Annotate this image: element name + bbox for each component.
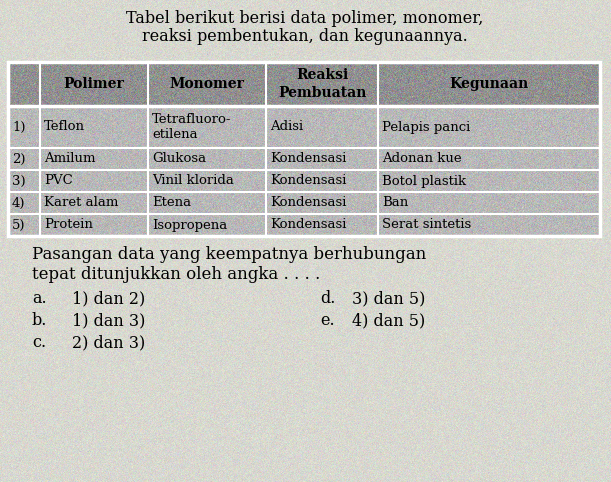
Text: Ban: Ban — [382, 197, 408, 210]
Bar — [8, 62, 600, 236]
Text: Adonan kue: Adonan kue — [382, 152, 462, 165]
Text: c.: c. — [32, 334, 46, 351]
Text: Reaksi
Pembuatan: Reaksi Pembuatan — [278, 68, 366, 100]
Text: Kondensasi: Kondensasi — [270, 218, 346, 231]
Text: Kondensasi: Kondensasi — [270, 197, 346, 210]
Text: b.: b. — [32, 312, 48, 329]
Text: reaksi pembentukan, dan kegunaannya.: reaksi pembentukan, dan kegunaannya. — [142, 28, 468, 45]
Text: 3) dan 5): 3) dan 5) — [352, 290, 425, 307]
Text: 1) dan 3): 1) dan 3) — [72, 312, 145, 329]
Text: Isopropena: Isopropena — [152, 218, 227, 231]
Text: Kondensasi: Kondensasi — [270, 174, 346, 187]
Text: Botol plastik: Botol plastik — [382, 174, 466, 187]
Text: Karet alam: Karet alam — [44, 197, 119, 210]
Text: Polimer: Polimer — [64, 77, 125, 91]
Text: Tabel berikut berisi data polimer, monomer,: Tabel berikut berisi data polimer, monom… — [126, 10, 484, 27]
Text: 2): 2) — [12, 152, 26, 165]
Text: Monomer: Monomer — [170, 77, 244, 91]
Text: d.: d. — [320, 290, 335, 307]
Text: Amilum: Amilum — [44, 152, 95, 165]
Text: Adisi: Adisi — [270, 120, 303, 134]
Text: Pasangan data yang keempatnya berhubungan: Pasangan data yang keempatnya berhubunga… — [32, 246, 426, 263]
Text: 1) dan 2): 1) dan 2) — [72, 290, 145, 307]
Text: e.: e. — [320, 312, 335, 329]
Text: Kondensasi: Kondensasi — [270, 152, 346, 165]
Text: Tetrafluoro-
etilena: Tetrafluoro- etilena — [152, 113, 232, 141]
Text: 1): 1) — [12, 120, 26, 134]
Text: 4) dan 5): 4) dan 5) — [352, 312, 425, 329]
Text: 4): 4) — [12, 197, 26, 210]
Text: Protein: Protein — [44, 218, 93, 231]
Text: Vinil klorida: Vinil klorida — [152, 174, 234, 187]
Text: tepat ditunjukkan oleh angka . . . .: tepat ditunjukkan oleh angka . . . . — [32, 266, 320, 283]
Text: Kegunaan: Kegunaan — [449, 77, 529, 91]
Text: a.: a. — [32, 290, 46, 307]
Text: Teflon: Teflon — [44, 120, 85, 134]
Text: Glukosa: Glukosa — [152, 152, 206, 165]
Text: PVC: PVC — [44, 174, 73, 187]
Text: 2) dan 3): 2) dan 3) — [72, 334, 145, 351]
Text: 3): 3) — [12, 174, 26, 187]
Text: Serat sintetis: Serat sintetis — [382, 218, 471, 231]
Text: 5): 5) — [12, 218, 26, 231]
Text: Etena: Etena — [152, 197, 191, 210]
Text: Pelapis panci: Pelapis panci — [382, 120, 470, 134]
